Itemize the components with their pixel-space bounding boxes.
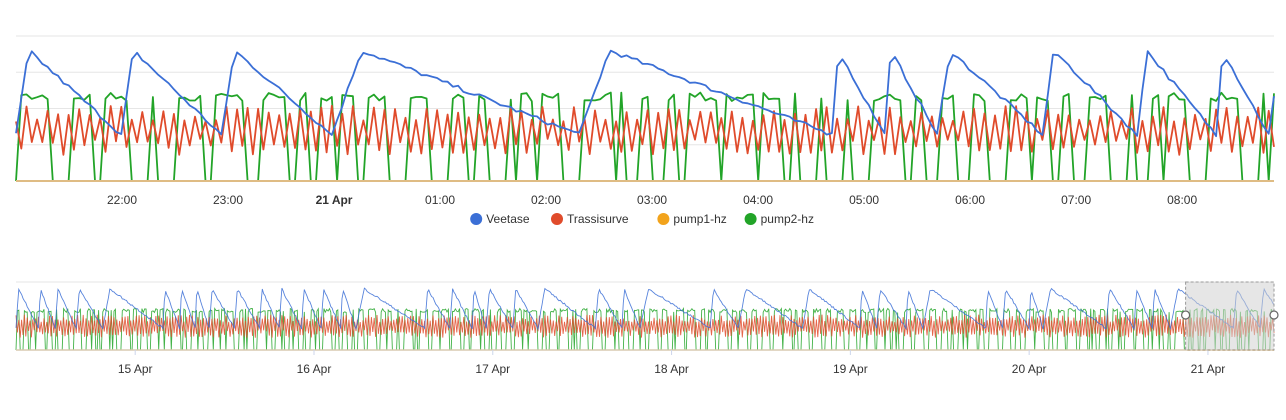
navigator-series-line-Veetase [15, 287, 1275, 331]
x-tick-label: 21 Apr [316, 193, 353, 207]
x-tick-label: 06:00 [955, 193, 985, 207]
legend-marker [744, 213, 757, 225]
navigator-tick-label: 20 Apr [1012, 362, 1047, 376]
x-tick-label: 23:00 [213, 193, 243, 207]
x-tick-label: 03:00 [637, 193, 667, 207]
legend-marker [551, 213, 563, 225]
x-tick-label: 04:00 [743, 193, 773, 207]
navigator-series-line-Trassisurve [15, 314, 1275, 338]
series-line-Trassisurve [15, 104, 1275, 156]
legend-marker [470, 213, 483, 225]
navigator-selection[interactable] [1180, 281, 1279, 351]
series-line-Veetase [15, 49, 1275, 138]
x-tick-label: 07:00 [1061, 193, 1091, 207]
x-tick-label: 05:00 [849, 193, 879, 207]
legend-label: pump1-hz [673, 212, 726, 226]
x-tick-label: 22:00 [107, 193, 137, 207]
legend-label: Veetase [486, 212, 530, 226]
main-chart: 22:00 23:00 21 Apr 01:00 02:00 03:00 04:00 05:0… [15, 35, 1275, 207]
navigator-series-line-pump2-hz [15, 306, 1275, 351]
navigator-handle-right[interactable] [1269, 310, 1279, 320]
legend-marker [657, 213, 670, 225]
navigator-tick-label: 19 Apr [833, 362, 868, 376]
x-tick-label: 02:00 [531, 193, 561, 207]
navigator-series [15, 281, 1275, 351]
legend-item-Veetase[interactable]: Veetase [470, 212, 530, 226]
navigator-x-axis: 15 Apr 16 Apr 17 Apr 18 Apr 19 Apr 20 Apr 21 A… [16, 349, 1274, 376]
navigator-tick-label: 18 Apr [654, 362, 689, 376]
navigator-tick-label: 17 Apr [475, 362, 510, 376]
navigator-handle-left[interactable] [1180, 310, 1191, 320]
legend-item-pump2-hz[interactable]: pump2-hz [744, 212, 814, 226]
x-tick-label: 08:00 [1167, 193, 1197, 207]
legend-item-pump1-hz[interactable]: pump1-hz [657, 212, 727, 226]
legend-label: pump2-hz [761, 212, 814, 226]
navigator-tick-label: 15 Apr [118, 362, 153, 376]
legend-label: Trassisurve [567, 212, 629, 226]
navigator-tick-label: 16 Apr [297, 362, 332, 376]
navigator[interactable]: 15 Apr 16 Apr 17 Apr 18 Apr 19 Apr 20 Apr 21 A… [15, 281, 1279, 376]
series-line-pump2-hz [15, 91, 1275, 182]
legend-item-Trassisurve[interactable]: Trassisurve [551, 212, 629, 226]
navigator-tick-label: 21 Apr [1191, 362, 1226, 376]
x-tick-label: 01:00 [425, 193, 455, 207]
legend: Veetase Trassisurve pump1-hz pump2-hz [470, 212, 814, 226]
navigator-selection-mask[interactable] [1185, 281, 1275, 351]
main-series [15, 49, 1275, 182]
main-x-axis: 22:00 23:00 21 Apr 01:00 02:00 03:00 04:00 05:0… [16, 180, 1274, 207]
